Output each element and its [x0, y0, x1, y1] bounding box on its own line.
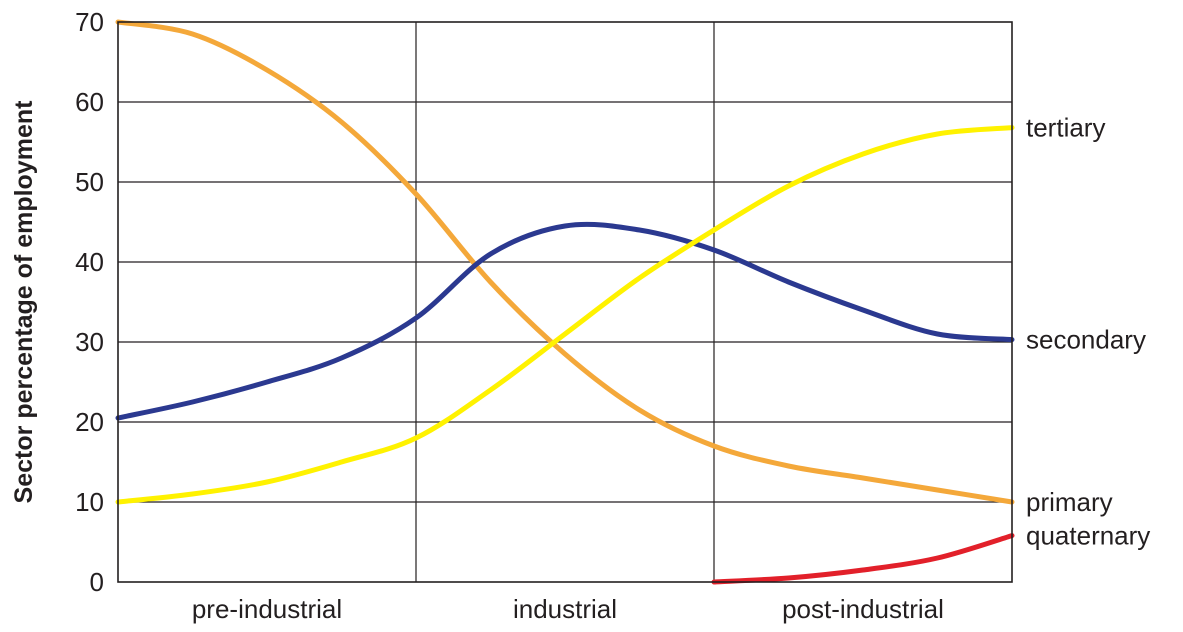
x-category-labels: pre-industrial industrial post-industrial — [192, 594, 944, 624]
y-tick-label: 50 — [75, 167, 104, 197]
series-lines — [115, 19, 1015, 585]
grid — [118, 22, 1012, 582]
series-label-secondary: secondary — [1026, 325, 1146, 355]
y-tick-labels: 0 10 20 30 40 50 60 70 — [75, 7, 104, 597]
plot-frame — [117, 21, 1013, 583]
y-tick-label: 20 — [75, 407, 104, 437]
series-line-tertiary — [115, 125, 1015, 505]
series-label-quaternary: quaternary — [1026, 521, 1150, 551]
series-line-secondary — [115, 221, 1015, 421]
y-tick-label: 40 — [75, 247, 104, 277]
x-category-label: industrial — [513, 594, 617, 624]
series-labels: primary secondary tertiary quaternary — [1026, 113, 1150, 551]
y-axis-label: Sector percentage of employment — [10, 100, 38, 504]
x-category-label: pre-industrial — [192, 594, 342, 624]
y-tick-label: 10 — [75, 487, 104, 517]
y-tick-label: 70 — [75, 7, 104, 37]
y-tick-label: 0 — [90, 567, 104, 597]
x-category-label: post-industrial — [782, 594, 944, 624]
y-tick-label: 30 — [75, 327, 104, 357]
series-line-quaternary — [711, 533, 1015, 585]
series-label-tertiary: tertiary — [1026, 113, 1105, 143]
series-label-primary: primary — [1026, 487, 1113, 517]
y-tick-label: 60 — [75, 87, 104, 117]
